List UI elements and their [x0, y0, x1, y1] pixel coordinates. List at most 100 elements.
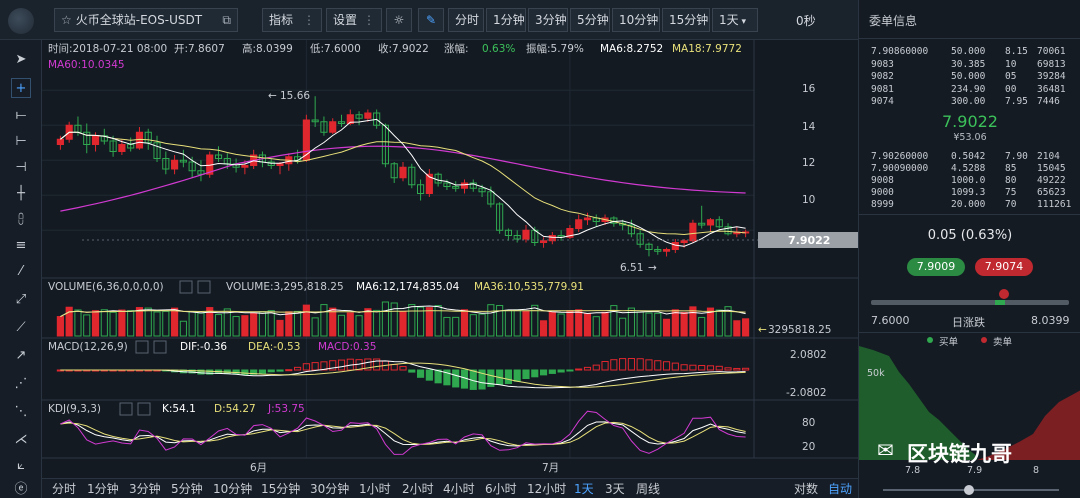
interval-dropdown[interactable]: 1天 ▾: [712, 8, 758, 32]
bottom-period-5[interactable]: 15分钟: [261, 482, 301, 496]
bottom-period-12[interactable]: 1天: [574, 482, 594, 496]
extended-line-icon[interactable]: ⟋: [16, 320, 26, 335]
bottom-period-11[interactable]: 12小时: [527, 482, 567, 496]
volume-bar: [557, 313, 565, 337]
period-button-5[interactable]: 15分钟: [662, 8, 710, 32]
price-line-icon[interactable]: ⩉: [18, 212, 24, 227]
bottom-period-6[interactable]: 30分钟: [310, 482, 350, 496]
macd-bar: [592, 364, 600, 371]
horizontal-line-icon[interactable]: ⊣: [15, 160, 27, 175]
crosshair-icon[interactable]: +: [11, 78, 31, 98]
pitchfork-icon[interactable]: ⋰: [14, 376, 28, 391]
candle: [452, 181, 460, 192]
bottom-period-10[interactable]: 6小时: [485, 482, 517, 496]
star-icon[interactable]: ☆: [61, 13, 72, 27]
depth-bid-area: [859, 346, 977, 460]
period-button-1[interactable]: 1分钟: [486, 8, 526, 32]
period-button-2[interactable]: 3分钟: [528, 8, 568, 32]
bottom-period-8[interactable]: 2小时: [402, 482, 434, 496]
bottom-period-2[interactable]: 3分钟: [129, 482, 161, 496]
candle: [522, 225, 530, 243]
kdj-close-icon[interactable]: [137, 402, 151, 416]
pair-selector[interactable]: ☆ 火币全球站-EOS-USDT ⧉: [54, 8, 238, 32]
volume-bar: [460, 309, 469, 337]
ask-row[interactable]: 9074 300.00 7.95 7446: [871, 96, 1071, 108]
settings-button[interactable]: 设置 ⋮: [326, 8, 382, 32]
volume-close-icon[interactable]: [197, 280, 211, 294]
bottom-period-4[interactable]: 10分钟: [213, 482, 253, 496]
bid-row[interactable]: 9000 1099.3 75 65623: [871, 187, 1071, 199]
volume-bar: [434, 305, 442, 337]
depth-zoom-handle[interactable]: [964, 485, 974, 495]
period-button-4[interactable]: 10分钟: [612, 8, 660, 32]
best-ask-button[interactable]: 7.9074: [975, 258, 1033, 276]
volume-bar: [698, 316, 706, 337]
macd-close-icon[interactable]: [153, 340, 167, 354]
candle: [460, 179, 469, 194]
candle: [355, 111, 363, 126]
popout-icon[interactable]: ⧉: [222, 13, 231, 27]
auto-scale-toggle[interactable]: 自动: [828, 482, 853, 496]
depth-chart-svg[interactable]: 50k 7.8 7.9 8: [859, 346, 1080, 498]
candlestick-chart-svg[interactable]: 时间:2018-07-21 08:00 开:7.8607 高:8.0399 低:…: [42, 40, 858, 478]
volume-bar: [680, 311, 688, 337]
info-ma6: MA6:8.2752: [600, 43, 663, 55]
period-button-0[interactable]: 分时: [448, 8, 484, 32]
candle: [425, 169, 433, 197]
volume-bar: [135, 307, 144, 337]
candle: [583, 212, 592, 225]
horizontal-ray-icon[interactable]: ⊢: [15, 134, 27, 149]
bottom-period-0[interactable]: 分时: [52, 482, 77, 496]
ask-row[interactable]: 9081 234.90 00 36481: [871, 84, 1071, 96]
bottom-period-9[interactable]: 4小时: [443, 482, 475, 496]
macd-bar: [531, 369, 539, 378]
ask-row[interactable]: 9083 30.385 10 69813: [871, 59, 1071, 71]
daily-range-marker-bid: [995, 300, 1005, 305]
period-button-3[interactable]: 5分钟: [570, 8, 610, 32]
segment-icon[interactable]: ⟝: [15, 108, 27, 123]
bid-row[interactable]: 7.90260000 0.5042 7.90 2104: [871, 151, 1071, 163]
arrow-line-icon[interactable]: ↗: [15, 348, 27, 363]
theme-sun-icon[interactable]: ☼: [386, 8, 412, 32]
bottom-period-7[interactable]: 1小时: [359, 482, 391, 496]
draw-pencil-icon[interactable]: ✎: [418, 8, 444, 32]
macd-bottom-tick: -2.0802: [786, 387, 827, 399]
fib-spiral-icon[interactable]: ⓔ: [14, 482, 28, 497]
volume-bar: [724, 306, 732, 337]
bid-row[interactable]: 9008 1000.0 80 49222: [871, 175, 1071, 187]
bid-row[interactable]: 7.90090000 4.5288 85 15045: [871, 163, 1071, 175]
macd-bar: [610, 359, 618, 371]
last-price-cny: ¥53.06: [953, 132, 987, 143]
indicator-button[interactable]: 指标 ⋮: [262, 8, 322, 32]
fib-fan-icon[interactable]: ⋱: [14, 404, 28, 419]
y-tick-16: 16: [802, 83, 816, 95]
bottom-period-1[interactable]: 1分钟: [87, 482, 119, 496]
volume-bar: [355, 315, 363, 337]
divider: [859, 38, 1080, 39]
best-bid-button[interactable]: 7.9009: [907, 258, 965, 276]
chart-area[interactable]: 时间:2018-07-21 08:00 开:7.8607 高:8.0399 低:…: [42, 40, 858, 478]
bottom-period-13[interactable]: 3天: [605, 482, 625, 496]
cursor-arrow-icon[interactable]: ➤: [15, 52, 27, 67]
trend-line-icon[interactable]: ⁄: [19, 264, 23, 279]
high-marker-arrow: ←: [268, 90, 277, 102]
daily-change: 0.05 (0.63%): [927, 228, 1013, 243]
candle: [276, 162, 284, 175]
bottom-period-3[interactable]: 5分钟: [171, 482, 203, 496]
ask-row[interactable]: 9082 50.000 05 39284: [871, 71, 1071, 83]
gann-icon[interactable]: ⋌: [14, 432, 28, 447]
log-scale-toggle[interactable]: 对数: [794, 482, 819, 496]
measure-icon[interactable]: ⟀: [17, 458, 25, 473]
volume-bar: [715, 309, 723, 337]
candle: [619, 219, 627, 231]
ask-row[interactable]: 7.90860000 50.000 8.15 70061: [871, 46, 1071, 58]
bid-row[interactable]: 8999 20.000 70 111261: [871, 199, 1071, 211]
volume-settings-icon[interactable]: [179, 280, 193, 294]
ray-icon[interactable]: ⤢: [15, 292, 27, 307]
vertical-line-icon[interactable]: ┼: [17, 186, 25, 201]
bottom-period-14[interactable]: 周线: [636, 482, 661, 496]
macd-bar: [619, 358, 627, 371]
parallel-channel-icon[interactable]: ≡: [15, 238, 27, 253]
kdj-settings-icon[interactable]: [119, 402, 133, 416]
macd-settings-icon[interactable]: [135, 340, 149, 354]
